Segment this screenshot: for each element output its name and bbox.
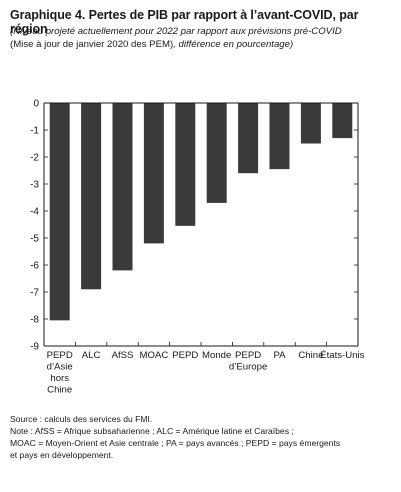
bar-2 xyxy=(112,103,133,271)
abbrev-note-line-2: MOAC = Moyen-Orient et Asie centrale ; P… xyxy=(10,438,341,448)
x-tick-label-2: AfSS xyxy=(112,350,134,361)
bar-5 xyxy=(206,103,227,203)
y-tick-labels: 0 -1 -2 -3 -4 -5 -6 -7 -8 -9 xyxy=(30,99,39,353)
chart-notes: Source : calculs des services du FMI. No… xyxy=(10,413,395,461)
bar-4 xyxy=(175,103,196,226)
subtitle-part-3: , différence en pourcentage) xyxy=(173,38,294,50)
x-tick-label-1: ALC xyxy=(82,350,101,361)
bars-group xyxy=(49,103,353,321)
chart-title: Graphique 4. Pertes de PIB par rapport à… xyxy=(10,8,359,36)
subtitle-part-1: (Niveau projeté actuellement pour 2022 p… xyxy=(10,26,342,37)
bar-8 xyxy=(300,103,321,144)
bar-9 xyxy=(332,103,353,139)
y-tick-label-1: -1 xyxy=(30,126,39,137)
y-tick-label-8: -8 xyxy=(30,315,39,326)
x-tick-label-5: Monde xyxy=(202,350,231,361)
abbrev-note-line-3: et pays en développement. xyxy=(10,450,114,460)
y-tick-label-4: -4 xyxy=(30,207,39,218)
bar-0 xyxy=(49,103,70,321)
y-tick-label-6: -6 xyxy=(30,261,39,272)
bar-6 xyxy=(238,103,259,174)
x-tick-label-9: États-Unis xyxy=(320,350,364,361)
bar-1 xyxy=(81,103,102,290)
bar-3 xyxy=(143,103,164,244)
y-tick-label-3: -3 xyxy=(30,180,39,191)
bar-7 xyxy=(269,103,290,170)
subtitle-part-2: (Mise à jour de janvier 2020 des PEM) xyxy=(10,38,174,50)
y-tick-label-2: -2 xyxy=(30,153,39,164)
y-tick-label-7: -7 xyxy=(30,288,39,299)
x-tick-label-7: PA xyxy=(273,350,286,361)
chart-subtitle: (Niveau projeté actuellement pour 2022 p… xyxy=(10,26,395,51)
y-tick-label-9: -9 xyxy=(30,342,39,353)
abbrev-note-line-1: Note : AfSS = Afrique subsaharienne ; AL… xyxy=(10,426,294,436)
x-tick-label-3: MOAC xyxy=(140,350,169,361)
axes-group xyxy=(43,102,359,347)
y-tick-label-0: 0 xyxy=(33,99,39,110)
x-tick-label-0: PEPD d’Asie hors Chine xyxy=(47,350,73,396)
y-tick-label-5: -5 xyxy=(30,234,39,245)
source-note: Source : calculs des services du FMI. xyxy=(10,414,153,424)
x-tick-label-6: PEPD d’Europe xyxy=(229,350,267,373)
x-tick-label-8: Chine xyxy=(298,350,323,361)
x-tick-label-4: PEPD xyxy=(172,350,198,361)
